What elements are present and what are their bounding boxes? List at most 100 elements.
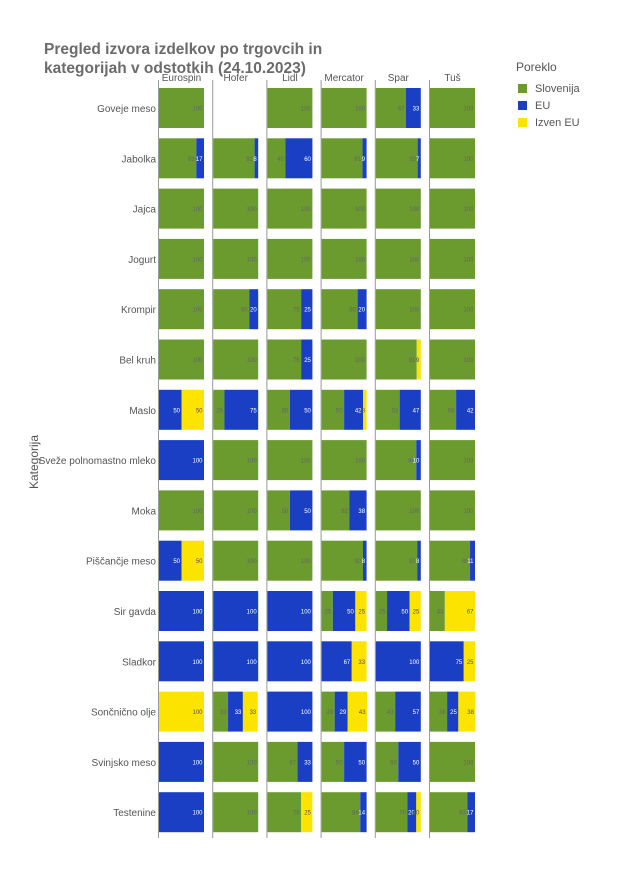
data-label-eurospin-svinjsko-meso-eu: 100	[192, 760, 203, 766]
data-label-lidl-jabolka-eu: 60	[304, 157, 311, 163]
bar-spar-sir-gavda-slovenija	[375, 591, 388, 631]
data-label-tus-svinjsko-meso-slovenija: 100	[463, 760, 474, 766]
data-label-eurospin-goveje-meso-slovenija: 100	[192, 107, 203, 113]
bar-eurospin-piscancje-meso-izven-eu	[181, 540, 204, 581]
data-label-eurospin-maslo-eu: 50	[173, 408, 180, 414]
data-label-lidl-krompir-slovenija: 75	[293, 308, 300, 314]
data-label-eurospin-sir-gavda-eu: 100	[192, 610, 203, 616]
bar-spar-jajca-slovenija	[375, 188, 421, 229]
data-label-hofer-maslo-eu: 75	[250, 408, 257, 414]
data-label-spar-goveje-meso-eu: 33	[413, 107, 420, 113]
bar-hofer-sladkor-eu	[213, 641, 259, 682]
bar-spar-goveje-meso-eu	[405, 88, 421, 128]
bar-spar-jabolka-slovenija	[375, 138, 418, 179]
data-label-lidl-moka-eu: 50	[304, 509, 311, 515]
data-label-hofer-jabolka-slovenija: 92	[246, 157, 253, 163]
data-label-mercator-maslo-izven-eu: 8	[362, 408, 366, 414]
bar-hofer-jajca-slovenija	[213, 188, 259, 229]
bar-eurospin-maslo-eu	[159, 389, 182, 430]
bar-hofer-testenine-slovenija	[213, 792, 259, 833]
bar-mercator-jabolka-eu	[362, 138, 367, 179]
bar-mercator-bel-kruh-slovenija	[321, 339, 367, 380]
bar-spar-sveze-polnomastno-mleko-eu	[416, 440, 421, 481]
legend-item-izven-eu[interactable]: Izven EU	[516, 114, 580, 131]
data-label-spar-moka-slovenija: 100	[409, 509, 420, 515]
data-label-tus-moka-slovenija: 100	[463, 509, 474, 515]
facet-header-mercator: Mercator	[324, 73, 364, 84]
data-label-hofer-soncnicno-olje-izven-eu: 33	[250, 710, 257, 716]
bar-eurospin-svinjsko-meso-eu	[159, 741, 204, 782]
data-label-spar-bel-kruh-izven-eu: 9	[416, 358, 420, 364]
data-label-tus-jajca-slovenija: 100	[463, 207, 474, 213]
data-label-eurospin-piscancje-meso-izven-eu: 50	[196, 559, 203, 565]
data-label-hofer-soncnicno-olje-eu: 33	[235, 710, 242, 716]
data-label-lidl-testenine-izven-eu: 25	[304, 811, 311, 817]
bar-mercator-sir-gavda-eu	[332, 591, 356, 631]
bar-lidl-sladkor-eu	[267, 641, 313, 682]
bar-hofer-krompir-eu	[249, 289, 259, 330]
data-label-spar-jabolka-eu: 7	[416, 157, 420, 163]
chart-title-line-1: Pregled izvora izdelkov po trgovcih in	[44, 41, 323, 58]
bar-mercator-soncnicno-olje-izven-eu	[347, 691, 368, 732]
data-label-lidl-soncnicno-olje-eu: 100	[301, 710, 312, 716]
data-label-mercator-jogurt-slovenija: 100	[355, 257, 366, 263]
data-label-lidl-moka-slovenija: 50	[282, 509, 289, 515]
legend-item-eu[interactable]: EU	[516, 97, 580, 114]
bar-spar-maslo-eu	[399, 389, 421, 430]
data-label-eurospin-bel-kruh-slovenija: 100	[192, 358, 203, 364]
data-label-tus-sveze-polnomastno-mleko-slovenija: 100	[463, 459, 474, 465]
data-label-spar-svinjsko-meso-slovenija: 50	[390, 760, 397, 766]
bar-hofer-piscancje-meso-slovenija	[213, 540, 259, 581]
bar-spar-maslo-slovenija	[375, 389, 400, 430]
data-label-spar-goveje-meso-slovenija: 67	[398, 107, 405, 113]
data-label-eurospin-piscancje-meso-eu: 50	[173, 559, 180, 565]
bar-spar-sir-gavda-izven-eu	[409, 591, 421, 631]
bar-tus-jogurt-slovenija	[430, 238, 475, 279]
category-label-testenine: Testenine	[113, 808, 156, 819]
bar-spar-svinjsko-meso-slovenija	[375, 741, 399, 782]
bar-hofer-maslo-eu	[224, 389, 259, 430]
legend-label-eu: EU	[535, 99, 551, 112]
bar-eurospin-krompir-slovenija	[159, 289, 204, 330]
bar-hofer-jabolka-eu	[254, 138, 259, 179]
data-label-lidl-svinjsko-meso-slovenija: 67	[289, 760, 296, 766]
data-label-hofer-testenine-slovenija: 100	[247, 811, 258, 817]
data-label-hofer-bel-kruh-slovenija: 100	[247, 358, 258, 364]
bar-mercator-maslo-eu	[344, 389, 363, 430]
data-label-lidl-bel-kruh-slovenija: 75	[293, 358, 300, 364]
bar-spar-testenine-eu	[407, 792, 417, 833]
data-label-eurospin-sladkor-eu: 100	[192, 660, 203, 666]
category-label-moka: Moka	[132, 506, 157, 517]
data-label-tus-soncnicno-olje-eu: 25	[450, 710, 457, 716]
bar-tus-bel-kruh-slovenija	[430, 339, 475, 380]
data-label-tus-krompir-slovenija: 100	[463, 308, 474, 314]
data-label-spar-testenine-eu: 20	[408, 811, 415, 817]
bar-mercator-moka-slovenija	[321, 490, 350, 531]
category-label-jabolka: Jabolka	[122, 154, 157, 165]
bar-hofer-sveze-polnomastno-mleko-slovenija	[213, 440, 259, 481]
data-label-spar-piscancje-meso-eu: 8	[416, 559, 420, 565]
category-label-sladkor: Sladkor	[122, 657, 157, 668]
data-label-spar-sir-gavda-izven-eu: 25	[413, 610, 420, 616]
bar-lidl-bel-kruh-slovenija	[267, 339, 302, 380]
bar-mercator-sir-gavda-izven-eu	[355, 591, 367, 631]
bar-hofer-sir-gavda-eu	[213, 591, 259, 631]
bar-mercator-piscancje-meso-eu	[363, 540, 367, 581]
bar-tus-maslo-slovenija	[430, 389, 457, 430]
data-label-hofer-maslo-slovenija: 25	[216, 408, 223, 414]
legend-item-slovenija[interactable]: Slovenija	[516, 80, 580, 97]
bar-mercator-krompir-eu	[357, 289, 367, 330]
category-label-jajca: Jajca	[133, 205, 157, 216]
data-label-mercator-soncnicno-olje-izven-eu: 43	[359, 710, 366, 716]
data-label-mercator-jabolka-slovenija: 91	[354, 157, 361, 163]
bar-tus-piscancje-meso-slovenija	[430, 540, 471, 581]
bar-eurospin-maslo-izven-eu	[181, 389, 204, 430]
bar-spar-moka-slovenija	[375, 490, 421, 531]
bar-tus-krompir-slovenija	[430, 289, 475, 330]
data-label-spar-testenine-slovenija: 70	[399, 811, 406, 817]
bar-tus-maslo-eu	[456, 389, 475, 430]
data-label-lidl-testenine-slovenija: 75	[293, 811, 300, 817]
data-label-lidl-maslo-slovenija: 50	[282, 408, 289, 414]
data-label-spar-jabolka-slovenija: 93	[409, 157, 416, 163]
bar-spar-sir-gavda-eu	[387, 591, 410, 631]
